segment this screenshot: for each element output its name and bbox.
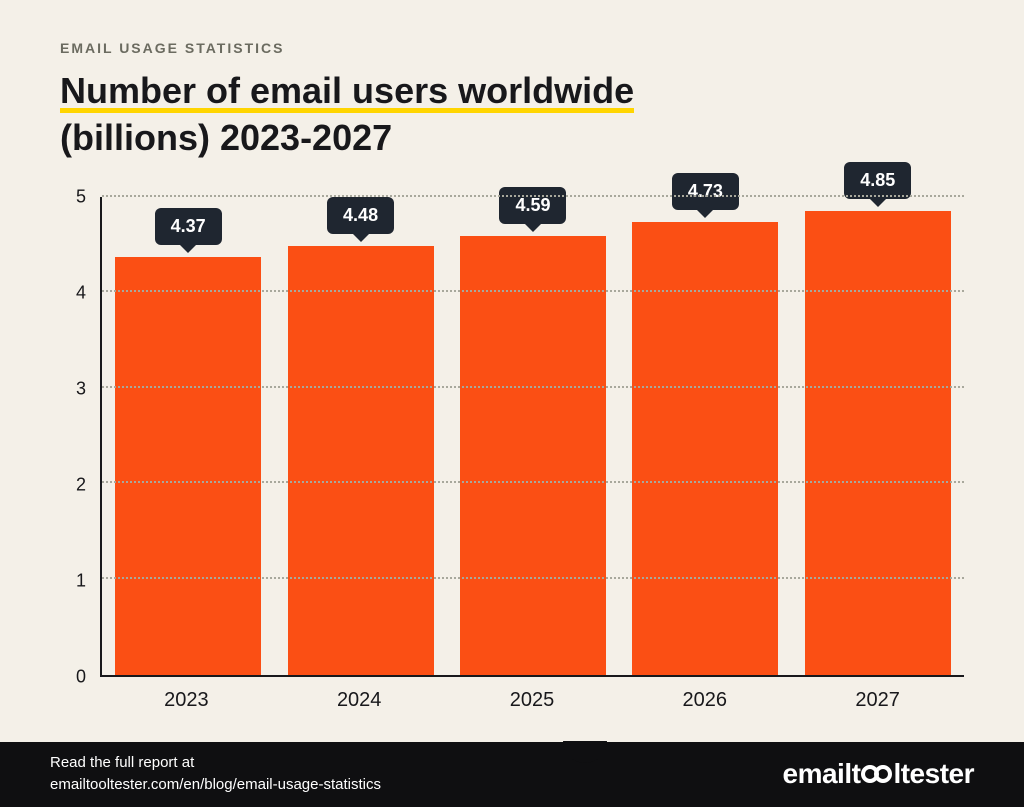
bar-wrapper: 4.85 bbox=[800, 211, 955, 675]
brand-logo: emailt ltester bbox=[783, 758, 974, 790]
chart-title: Number of email users worldwide (billion… bbox=[60, 68, 964, 162]
y-tick: 5 bbox=[76, 186, 86, 207]
x-axis-label: 2024 bbox=[281, 689, 437, 712]
infographic-container: EMAIL USAGE STATISTICS Number of email u… bbox=[0, 0, 1024, 807]
gridline bbox=[102, 195, 964, 197]
gridline bbox=[102, 290, 964, 292]
main-panel: EMAIL USAGE STATISTICS Number of email u… bbox=[0, 0, 1024, 742]
y-tick: 1 bbox=[76, 570, 86, 591]
y-tick: 0 bbox=[76, 666, 86, 687]
bar bbox=[115, 257, 261, 675]
plot-area: 4.374.484.594.734.85 bbox=[100, 197, 964, 677]
footer-notch bbox=[563, 741, 607, 763]
bar-value-tooltip: 4.73 bbox=[672, 173, 739, 210]
bars-container: 4.374.484.594.734.85 bbox=[102, 197, 964, 675]
x-axis-label: 2026 bbox=[627, 689, 783, 712]
x-axis-label: 2027 bbox=[800, 689, 956, 712]
bar bbox=[288, 246, 434, 674]
title-line2: (billions) 2023-2027 bbox=[60, 117, 392, 158]
bar-value-tooltip: 4.59 bbox=[499, 187, 566, 224]
bar bbox=[460, 236, 606, 675]
bar-wrapper: 4.37 bbox=[111, 257, 266, 675]
brand-oo-icon bbox=[861, 765, 892, 783]
footer: Read the full report at emailtooltester.… bbox=[0, 742, 1024, 807]
chart-area: 012345 4.374.484.594.734.85 bbox=[60, 197, 964, 677]
y-tick: 4 bbox=[76, 282, 86, 303]
brand-o2-icon bbox=[874, 765, 892, 783]
x-axis-label: 2023 bbox=[109, 689, 265, 712]
bar bbox=[805, 211, 951, 675]
gridline bbox=[102, 577, 964, 579]
bar-wrapper: 4.48 bbox=[283, 246, 438, 674]
gridline bbox=[102, 481, 964, 483]
brand-pre: emailt bbox=[783, 758, 861, 790]
y-tick: 2 bbox=[76, 474, 86, 495]
x-axis-labels: 2023 2024 2025 2026 2027 bbox=[100, 689, 964, 712]
footer-line2: emailtooltester.com/en/blog/email-usage-… bbox=[50, 776, 381, 793]
y-axis: 012345 bbox=[60, 197, 100, 677]
bar-value-tooltip: 4.85 bbox=[844, 162, 911, 199]
bar-wrapper: 4.59 bbox=[455, 236, 610, 675]
bar-value-tooltip: 4.48 bbox=[327, 197, 394, 234]
footer-line1: Read the full report at bbox=[50, 754, 194, 771]
gridline bbox=[102, 386, 964, 388]
bar-value-tooltip: 4.37 bbox=[155, 208, 222, 245]
x-axis-label: 2025 bbox=[454, 689, 610, 712]
eyebrow-text: EMAIL USAGE STATISTICS bbox=[60, 40, 964, 56]
title-line1: Number of email users worldwide bbox=[60, 70, 634, 113]
footer-attribution: Read the full report at emailtooltester.… bbox=[50, 752, 381, 797]
y-tick: 3 bbox=[76, 378, 86, 399]
brand-post: ltester bbox=[893, 758, 974, 790]
